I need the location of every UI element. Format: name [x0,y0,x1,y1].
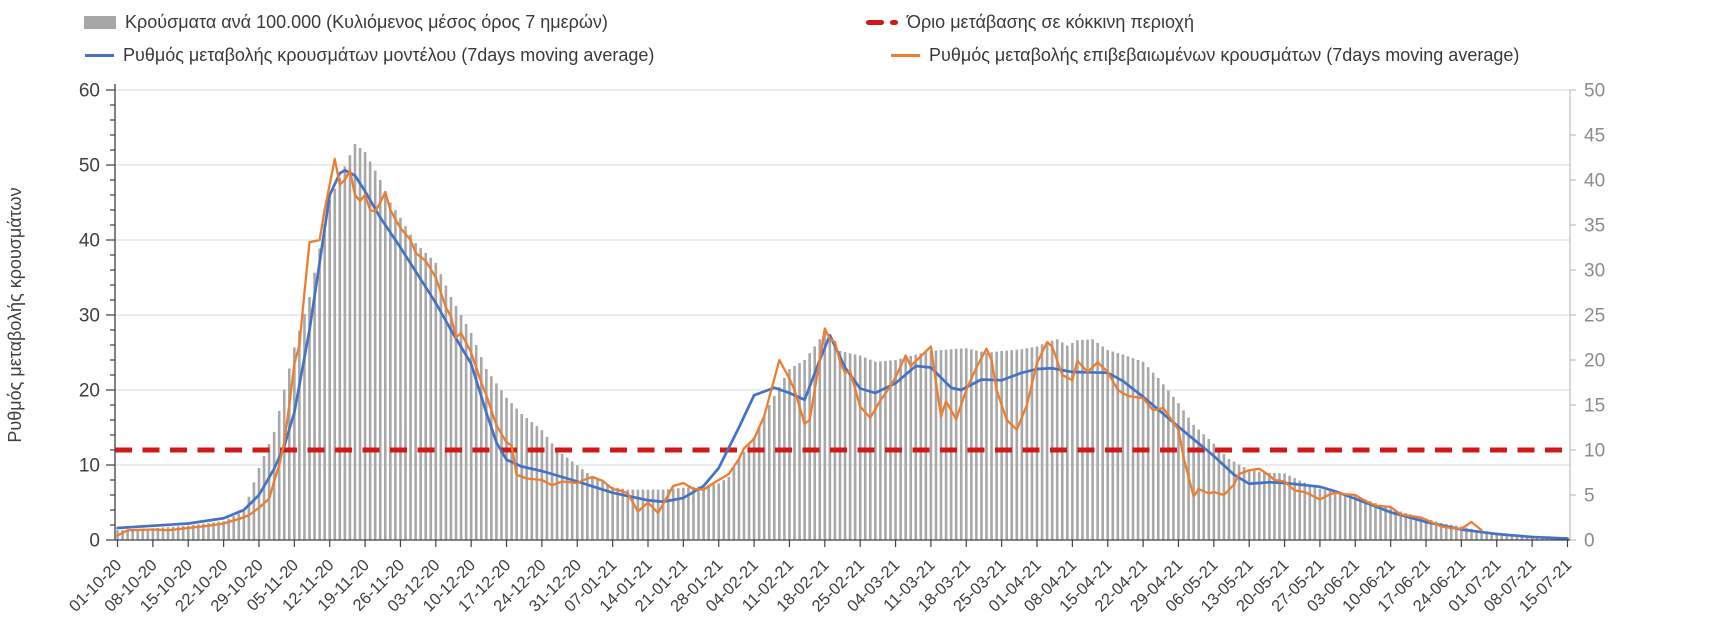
right-axis-tick-label: 50 [1584,81,1605,102]
legend-item-model-line: Ρυθμός μεταβολής κρουσμάτων μοντέλου (7d… [85,43,654,67]
right-axis-tick-label: 30 [1584,261,1605,282]
right-axis-tick-label: 15 [1584,396,1605,417]
confirmed-line [116,157,1483,537]
right-axis-tick-label: 5 [1584,486,1595,507]
gridlines [115,89,1570,466]
left-axis-tick-label: 20 [79,381,100,402]
legend-label-cases-bars: Κρούσματα ανά 100.000 (Κυλιόμενος μέσος … [125,12,608,32]
left-axis-tick-label: 40 [79,231,100,252]
x-axis: 01-10-2008-10-2015-10-2022-10-2029-10-20… [66,539,1575,616]
dashed-line-swatch-icon [866,19,898,25]
left-axis: 0 10 20 30 40 50 60 Ρυθμός μεταβολής κρουσμάτων [5,81,116,552]
left-axis-tick-label: 10 [79,456,100,477]
legend-item-confirmed-line: Ρυθμός μεταβολής επιβεβαιωμένων κρουσμάτ… [891,43,1519,67]
line-swatch-icon [891,53,920,57]
left-axis-tick-label: 60 [79,81,100,102]
legend-label-threshold: Όριο μετάβασης σε κόκκινη περιοχή [907,12,1195,32]
right-axis-tick-label: 35 [1584,216,1605,237]
legend-item-threshold: Όριο μετάβασης σε κόκκινη περιοχή [866,10,1194,34]
left-axis-tick-label: 50 [79,156,100,177]
right-axis-tick-label: 40 [1584,171,1605,192]
cases-bars [116,144,1569,541]
line-swatch-icon [85,53,114,57]
right-axis-tick-label: 25 [1584,306,1605,327]
left-axis-tick-label: 0 [89,531,100,552]
legend-label-confirmed-line: Ρυθμός μεταβολής επιβεβαιωμένων κρουσμάτ… [929,45,1520,65]
right-axis: 0 5 10 15 20 25 30 35 40 45 50 [1569,81,1605,552]
model-line [116,168,1569,540]
right-axis-tick-label: 10 [1584,441,1605,462]
right-axis-tick-label: 45 [1584,126,1605,147]
left-axis-title: Ρυθμός μεταβολής κρουσμάτων [5,187,25,442]
legend-item-cases-bars: Κρούσματα ανά 100.000 (Κυλιόμενος μέσος … [84,10,608,34]
right-axis-tick-label: 20 [1584,351,1605,372]
legend-label-model-line: Ρυθμός μεταβολής κρουσμάτων μοντέλου (7d… [123,45,655,65]
left-axis-tick-label: 30 [79,306,100,327]
right-axis-tick-label: 0 [1584,531,1595,552]
bar-swatch-icon [84,15,116,29]
